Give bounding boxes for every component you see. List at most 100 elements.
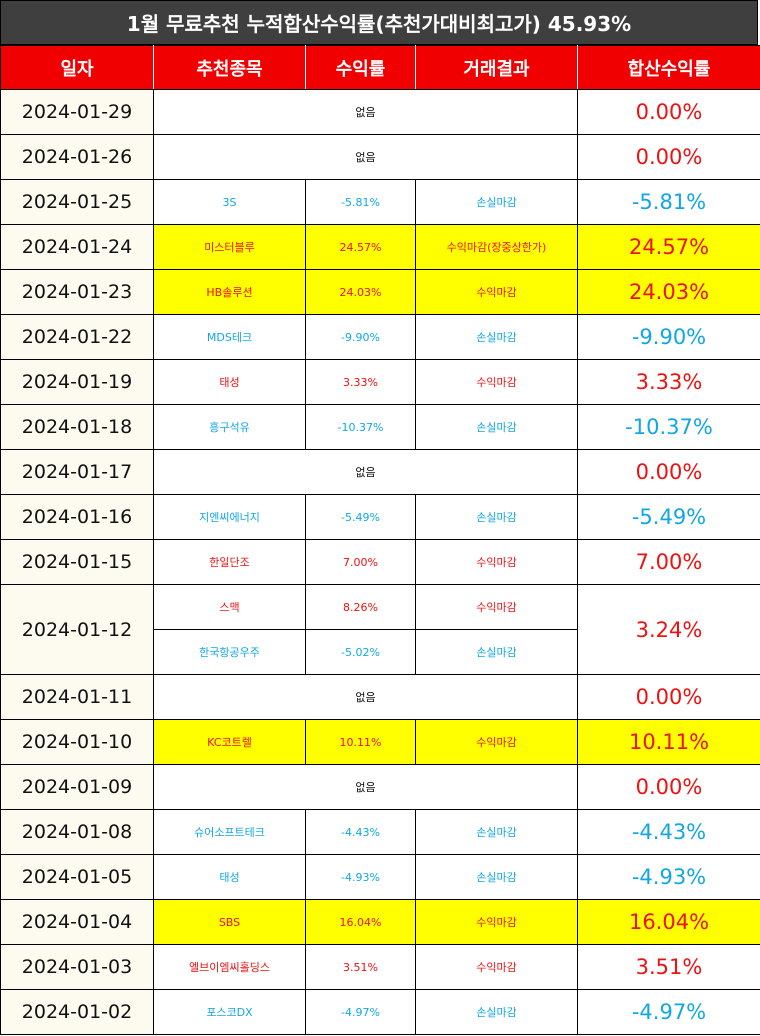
table-row: 2024-01-17 없음 0.00% <box>0 449 760 495</box>
table-row: 2024-01-18 흥구석유 -10.37% 손실마감 -10.37% <box>0 404 760 450</box>
page-title: 1월 무료추천 누적합산수익률(추천가대비최고가) 45.93% <box>0 0 758 45</box>
header-rate: 수익률 <box>305 45 416 90</box>
table-row: 2024-01-15 한일단조 7.00% 수익마감 7.00% <box>0 539 760 585</box>
stock-cell: 지엔씨에너지 <box>153 494 306 540</box>
date-cell: 2024-01-29 <box>0 89 154 135</box>
rate-cell: -4.93% <box>305 854 416 900</box>
rate-cell: 3.33% <box>305 359 416 405</box>
stock-cell: 스맥 <box>153 584 306 630</box>
stock-cell: KC코트렐 <box>153 719 306 765</box>
no-pick-cell: 없음 <box>153 134 578 180</box>
rate-cell: 3.51% <box>305 944 416 990</box>
date-cell: 2024-01-22 <box>0 314 154 360</box>
rate-cell: -10.37% <box>305 404 416 450</box>
rate-cell: 7.00% <box>305 539 416 585</box>
stock-cell: HB솔루션 <box>153 269 306 315</box>
result-cell: 수익마감 <box>415 269 578 315</box>
date-cell: 2024-01-09 <box>0 764 154 810</box>
no-pick-cell: 없음 <box>153 449 578 495</box>
total-cell: 10.11% <box>577 719 760 765</box>
date-cell: 2024-01-26 <box>0 134 154 180</box>
no-pick-cell: 없음 <box>153 89 578 135</box>
total-cell: 0.00% <box>577 764 760 810</box>
total-cell: 0.00% <box>577 674 760 720</box>
table-row: 2024-01-05 태성 -4.93% 손실마감 -4.93% <box>0 854 760 900</box>
rate-cell: -4.97% <box>305 989 416 1035</box>
total-cell: 3.33% <box>577 359 760 405</box>
total-cell: -5.49% <box>577 494 760 540</box>
stock-cell: 태성 <box>153 359 306 405</box>
stock-cell: 한국항공우주 <box>153 629 306 675</box>
rate-cell: 8.26% <box>305 584 416 630</box>
date-cell: 2024-01-17 <box>0 449 154 495</box>
stock-cell: 흥구석유 <box>153 404 306 450</box>
rate-cell: 16.04% <box>305 899 416 945</box>
date-cell: 2024-01-16 <box>0 494 154 540</box>
date-cell: 2024-01-05 <box>0 854 154 900</box>
total-cell: -4.93% <box>577 854 760 900</box>
date-cell: 2024-01-25 <box>0 179 154 225</box>
rate-cell: -4.43% <box>305 809 416 855</box>
table-row: 2024-01-19 태성 3.33% 수익마감 3.33% <box>0 359 760 405</box>
table-row: 한국항공우주 -5.02% 손실마감 <box>1 629 760 675</box>
table-row: 2024-01-09 없음 0.00% <box>0 764 760 810</box>
table-row: 2024-01-12 스맥 8.26% 수익마감 3.24% <box>0 584 760 675</box>
result-cell: 손실마감 <box>415 494 578 540</box>
result-cell: 수익마감 <box>415 899 578 945</box>
result-cell: 수익마감(장중상한가) <box>415 224 578 270</box>
result-cell: 수익마감 <box>415 944 578 990</box>
no-pick-cell: 없음 <box>153 674 578 720</box>
total-cell: 3.24% <box>577 584 760 675</box>
results-table: 일자 추천종목 수익률 거래결과 합산수익률 2024-01-29 없음 0.00%… <box>0 45 760 1035</box>
table-row: 2024-01-02 포스코DX -4.97% 손실마감 -4.97% <box>0 989 760 1035</box>
total-cell: -4.97% <box>577 989 760 1035</box>
total-cell: 0.00% <box>577 449 760 495</box>
result-cell: 손실마감 <box>415 404 578 450</box>
table-row: 2024-01-11 없음 0.00% <box>0 674 760 720</box>
date-cell: 2024-01-11 <box>0 674 154 720</box>
table-row: 2024-01-16 지엔씨에너지 -5.49% 손실마감 -5.49% <box>0 494 760 540</box>
table-row: 2024-01-22 MDS테크 -9.90% 손실마감 -9.90% <box>0 314 760 360</box>
table-row: 2024-01-10 KC코트렐 10.11% 수익마감 10.11% <box>0 719 760 765</box>
date-cell: 2024-01-04 <box>0 899 154 945</box>
total-cell: -5.81% <box>577 179 760 225</box>
rate-cell: 24.03% <box>305 269 416 315</box>
total-cell: 16.04% <box>577 899 760 945</box>
rate-cell: 10.11% <box>305 719 416 765</box>
rate-cell: -5.49% <box>305 494 416 540</box>
stock-cell: SBS <box>153 899 306 945</box>
stock-cell: 태성 <box>153 854 306 900</box>
table-row: 2024-01-08 슈어소프트테크 -4.43% 손실마감 -4.43% <box>0 809 760 855</box>
date-cell: 2024-01-24 <box>0 224 154 270</box>
result-cell: 손실마감 <box>415 629 578 675</box>
table-row: 2024-01-29 없음 0.00% <box>0 89 760 135</box>
date-cell: 2024-01-10 <box>0 719 154 765</box>
rate-cell: 24.57% <box>305 224 416 270</box>
result-cell: 수익마감 <box>415 539 578 585</box>
total-cell: -9.90% <box>577 314 760 360</box>
date-cell: 2024-01-15 <box>0 539 154 585</box>
total-cell: -4.43% <box>577 809 760 855</box>
header-total: 합산수익률 <box>577 45 760 90</box>
result-cell: 손실마감 <box>415 854 578 900</box>
result-cell: 수익마감 <box>415 719 578 765</box>
date-cell: 2024-01-08 <box>0 809 154 855</box>
stock-cell: 엘브이엠씨홀딩스 <box>153 944 306 990</box>
table-row: 2024-01-24 미스터블루 24.57% 수익마감(장중상한가) 24.57% <box>0 224 760 270</box>
total-cell: 24.03% <box>577 269 760 315</box>
date-cell: 2024-01-12 <box>0 584 154 675</box>
result-cell: 수익마감 <box>415 359 578 405</box>
table-row: 2024-01-23 HB솔루션 24.03% 수익마감 24.03% <box>0 269 760 315</box>
total-cell: 0.00% <box>577 134 760 180</box>
stock-cell: 미스터블루 <box>153 224 306 270</box>
total-cell: 24.57% <box>577 224 760 270</box>
table-header-row: 일자 추천종목 수익률 거래결과 합산수익률 <box>0 45 760 90</box>
result-cell: 손실마감 <box>415 809 578 855</box>
total-cell: 7.00% <box>577 539 760 585</box>
table-row: 2024-01-26 없음 0.00% <box>0 134 760 180</box>
header-result: 거래결과 <box>415 45 578 90</box>
date-cell: 2024-01-19 <box>0 359 154 405</box>
table-row: 2024-01-03 엘브이엠씨홀딩스 3.51% 수익마감 3.51% <box>0 944 760 990</box>
stock-cell: 한일단조 <box>153 539 306 585</box>
